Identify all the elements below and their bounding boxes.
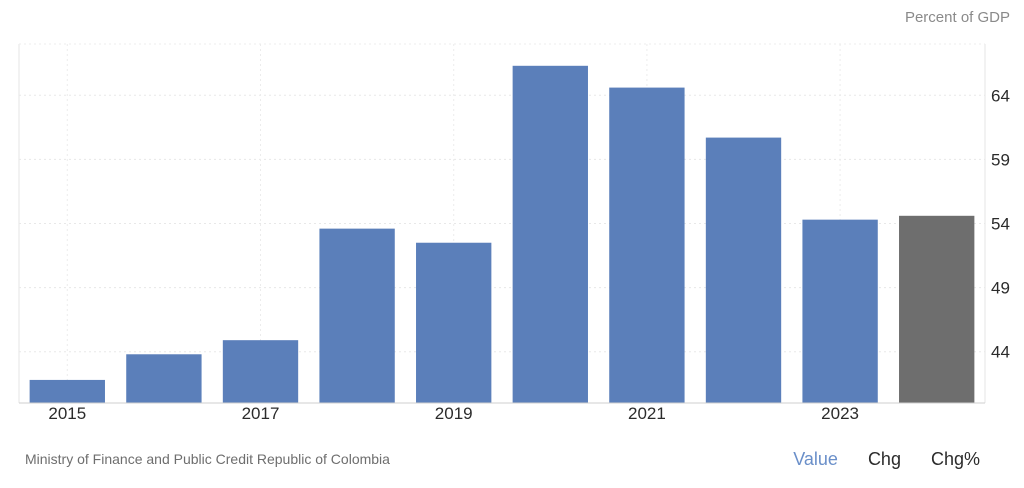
y-tick-label: 64 [991,86,1010,105]
bar-2016 [126,354,202,403]
tab-value[interactable]: Value [793,449,838,469]
x-tick-label: 2019 [435,404,473,423]
source-label: Ministry of Finance and Public Credit Re… [25,451,390,467]
x-tick-label: 2015 [48,404,86,423]
x-tick-label: 2021 [628,404,666,423]
bar-2023 [802,219,878,403]
bar-2017 [222,340,299,403]
y-tick-label: 49 [991,279,1010,298]
bar-2019 [416,242,492,403]
bar-2024 [899,215,975,403]
unit-label: Percent of GDP [904,9,1010,26]
bar-2018 [319,228,395,403]
bar-2022 [705,137,782,403]
x-tick-label: 2017 [242,404,280,423]
bar-2015 [29,379,105,403]
bar-2020 [512,65,588,404]
x-tick-label: 2023 [821,404,859,423]
y-tick-label: 54 [991,215,1010,234]
view-tabs: Value Chg Chg% [763,449,980,470]
bar-2021 [609,87,685,403]
y-tick-label: 59 [991,150,1010,169]
bar-chart: 44 49 54 59 64 2015 2017 2019 2021 2023 [18,43,1010,423]
y-tick-label: 44 [991,343,1010,362]
tab-chg[interactable]: Chg [867,449,901,469]
tab-chg-percent[interactable]: Chg% [930,449,980,469]
